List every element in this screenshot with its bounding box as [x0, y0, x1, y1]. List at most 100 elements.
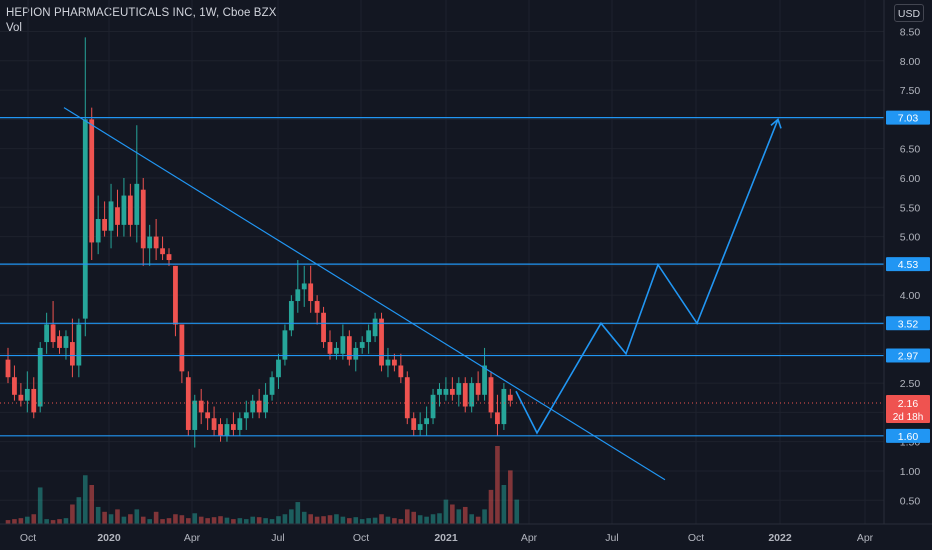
volume-bar — [462, 506, 468, 524]
candle-body — [205, 412, 211, 419]
volume-bar — [334, 514, 339, 524]
volume-bar — [327, 515, 333, 524]
descending-trendline — [63, 107, 666, 481]
y-tick-label: 6.50 — [900, 144, 921, 156]
price-tag-label: 1.60 — [898, 431, 919, 443]
x-tick-label: 2020 — [97, 532, 121, 544]
x-tick-label: Oct — [688, 532, 704, 544]
candle-body — [37, 347, 43, 407]
volume-bar — [404, 509, 410, 524]
volume-bar — [211, 517, 217, 524]
volume-bar — [231, 519, 236, 524]
price-tag — [886, 110, 930, 125]
candle-body — [449, 388, 455, 395]
volume-bar — [70, 504, 75, 524]
currency-button[interactable]: USD — [894, 4, 924, 22]
candle-body — [76, 324, 82, 366]
candle-body — [5, 359, 11, 378]
price-tags: 7.03 4.53 3.52 2.97 2.16 2d 18h 1.60 — [886, 110, 930, 443]
candle-body — [50, 324, 56, 343]
y-tick-label: 7.50 — [900, 85, 921, 97]
volume-bar — [308, 514, 313, 524]
volume-bar — [95, 506, 101, 524]
candle-body — [282, 330, 288, 360]
volume-bar — [44, 519, 49, 524]
candle-body — [437, 388, 442, 395]
volume-bar — [173, 514, 178, 524]
volume-bar — [417, 515, 423, 524]
candle-body — [147, 236, 153, 249]
x-tick-label: Jul — [271, 532, 284, 544]
price-tag-label: 4.53 — [898, 259, 919, 271]
volume-bar — [295, 502, 301, 524]
volume-bar — [282, 514, 288, 524]
symbol-title: HEPION PHARMACEUTICALS INC, 1W, Cboe BZX — [6, 7, 277, 19]
candle-body — [198, 400, 204, 413]
volume-bar — [430, 514, 436, 524]
candle-body — [192, 400, 198, 430]
candle-body — [430, 394, 436, 419]
x-tick-label: Apr — [521, 532, 538, 544]
candle-body — [134, 183, 140, 225]
candle-body — [70, 342, 75, 366]
candle-body — [166, 254, 172, 261]
candle-body — [404, 377, 410, 419]
volume-bar — [147, 519, 152, 524]
volume-bar — [115, 509, 120, 524]
y-tick-label: 6.00 — [900, 173, 921, 185]
price-tag — [886, 428, 930, 443]
candle-body — [231, 424, 236, 430]
volume-bar — [450, 504, 455, 524]
volume-bar — [488, 489, 494, 524]
y-tick-label: 0.50 — [900, 495, 921, 507]
candle-body — [462, 383, 468, 407]
volume-bar — [456, 509, 462, 524]
volume-bar — [82, 475, 88, 524]
volume-bar — [108, 514, 114, 524]
x-tick-label: Jul — [605, 532, 618, 544]
candle-body — [250, 400, 256, 413]
candle-body — [321, 312, 326, 343]
volume-bar — [179, 515, 185, 524]
candle-body — [295, 289, 301, 302]
x-tick-label: 2021 — [434, 532, 458, 544]
volume-bar — [134, 509, 140, 524]
candle-body — [372, 318, 378, 337]
candle-body — [82, 119, 88, 319]
volume-bar — [198, 516, 204, 524]
price-tag-label: 2.16 — [898, 398, 919, 410]
volume-bar — [89, 485, 95, 524]
candle-body — [301, 283, 307, 290]
candle-body — [359, 342, 365, 348]
candle-body — [385, 359, 391, 366]
price-tag — [886, 395, 930, 424]
volume-bar — [372, 517, 378, 524]
candlesticks — [5, 37, 513, 448]
x-tick-label: 2022 — [768, 532, 792, 544]
candle-body — [160, 248, 165, 255]
projected-path — [515, 119, 779, 435]
candle-body — [475, 383, 481, 395]
x-tick-label: Apr — [857, 532, 874, 544]
volume-bar — [314, 516, 320, 524]
candle-body — [392, 359, 397, 366]
candle-body — [417, 424, 423, 430]
candle-body — [469, 383, 475, 407]
price-tag-label: 3.52 — [898, 318, 919, 330]
volume-bar — [424, 516, 429, 524]
volume-bar — [218, 516, 223, 524]
candle-body — [424, 418, 429, 425]
y-tick-label: 5.00 — [900, 232, 921, 244]
candle-body — [488, 377, 494, 413]
volume-bar — [224, 517, 230, 524]
volume-bar — [340, 516, 346, 524]
volume-bar — [392, 518, 397, 524]
candle-body — [411, 418, 417, 430]
candle-body — [501, 388, 507, 425]
horizontal-lines — [0, 117, 884, 437]
x-tick-label: Oct — [20, 532, 36, 544]
projection-arrowhead — [770, 117, 782, 129]
candle-body — [63, 336, 69, 348]
candle-body — [495, 412, 500, 425]
